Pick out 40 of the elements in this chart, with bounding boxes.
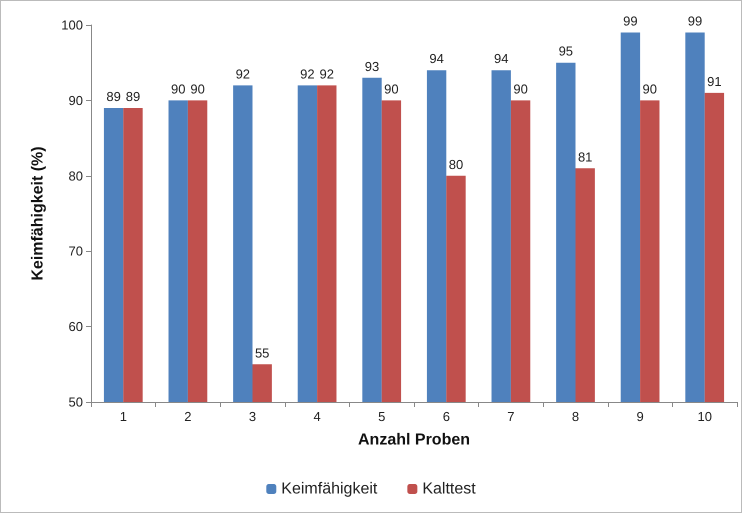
data-label: 90: [642, 81, 658, 96]
x-tick-label: 1: [120, 409, 127, 424]
y-tick-label: 100: [61, 18, 83, 32]
data-label: 93: [364, 58, 380, 74]
y-tick-label: 80: [68, 168, 83, 184]
x-tick-label: 3: [248, 409, 256, 424]
data-label: 95: [558, 44, 574, 59]
x-tick-label: 5: [378, 409, 386, 424]
data-label: 90: [513, 81, 528, 96]
data-label: 92: [320, 66, 334, 82]
data-label: 81: [578, 149, 592, 164]
x-tick-label: 8: [572, 409, 580, 424]
x-axis-title: Anzahl Proben: [358, 432, 470, 448]
data-label: 94: [429, 51, 444, 66]
data-label: 91: [707, 74, 722, 89]
legend-label: Keimfähigkeit: [281, 480, 378, 498]
data-label: 94: [494, 51, 508, 66]
x-tick-label: 2: [184, 409, 192, 424]
legend-label: Kalttest: [422, 480, 476, 498]
y-tick-label: 90: [68, 92, 83, 108]
data-label: 99: [623, 14, 638, 29]
x-tick-label: 6: [442, 409, 450, 424]
data-label: 55: [254, 345, 270, 360]
data-label: 90: [190, 81, 205, 96]
data-label: 80: [448, 156, 464, 172]
x-tick-label: 10: [697, 409, 712, 424]
y-tick-label: 50: [68, 394, 83, 410]
x-tick-label: 4: [313, 409, 321, 424]
y-tick-label: 60: [68, 319, 83, 334]
y-axis-title: Keimfähigkeit (%): [30, 146, 46, 281]
data-label: 92: [300, 66, 315, 82]
data-label: 90: [170, 81, 186, 96]
data-label: 89: [126, 88, 140, 104]
data-label: 92: [236, 66, 250, 82]
x-tick-label: 7: [507, 409, 515, 424]
data-label: 99: [688, 14, 702, 29]
data-label: 89: [106, 88, 121, 104]
y-tick-label: 70: [68, 244, 83, 259]
data-label: 90: [384, 81, 399, 96]
x-tick-label: 9: [636, 409, 644, 424]
